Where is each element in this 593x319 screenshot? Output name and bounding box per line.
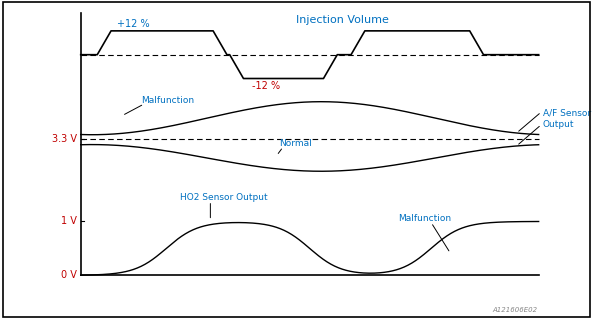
Text: -12 %: -12 % xyxy=(252,81,280,91)
Text: +12 %: +12 % xyxy=(117,19,149,29)
Text: 1 V: 1 V xyxy=(61,216,77,226)
Text: Malfunction: Malfunction xyxy=(141,96,195,105)
Text: Normal: Normal xyxy=(279,139,312,148)
Text: Malfunction: Malfunction xyxy=(398,214,451,223)
Text: A121606E02: A121606E02 xyxy=(492,307,537,313)
Text: A/F Sensor
Output: A/F Sensor Output xyxy=(543,108,591,129)
Text: Injection Volume: Injection Volume xyxy=(296,15,389,25)
Text: 3.3 V: 3.3 V xyxy=(52,134,77,144)
Text: HO2 Sensor Output: HO2 Sensor Output xyxy=(180,193,267,202)
Text: 0 V: 0 V xyxy=(61,271,77,280)
